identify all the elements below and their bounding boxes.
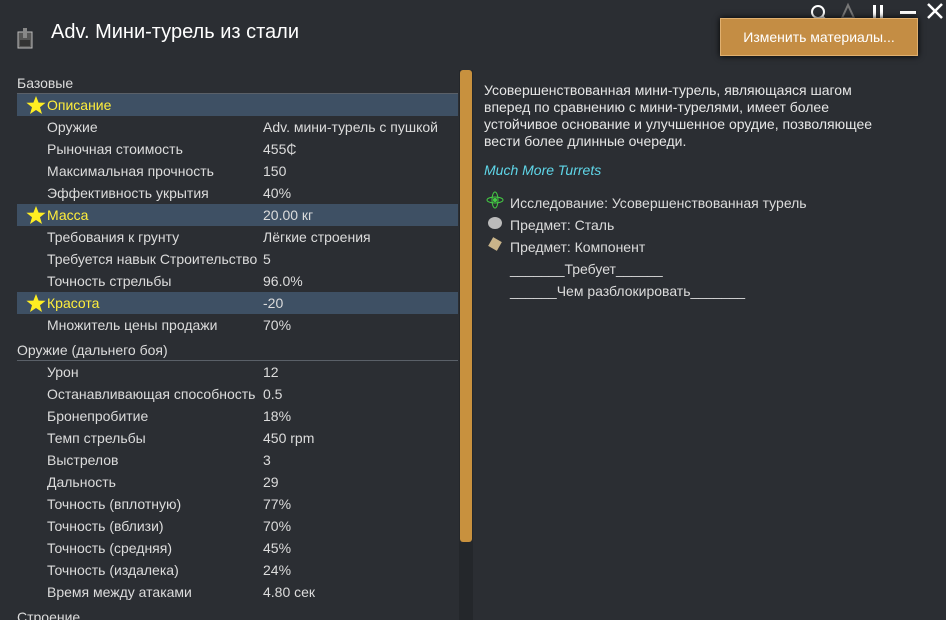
stat-label: Рыночная стоимость bbox=[47, 141, 183, 157]
stat-label: Точность (средняя) bbox=[47, 540, 172, 556]
stat-label: Темп стрельбы bbox=[47, 430, 146, 446]
section-header: Строение bbox=[17, 606, 458, 620]
link-icon bbox=[486, 235, 504, 259]
stat-label: Точность (вблизи) bbox=[47, 518, 164, 534]
stat-row[interactable]: Оружие Adv. мини-турель с пушкой bbox=[17, 116, 458, 138]
stat-row[interactable]: Точность (вплотную) 77% bbox=[17, 493, 458, 515]
section-header: Базовые bbox=[17, 72, 458, 94]
stat-label: Требования к грунту bbox=[47, 229, 180, 245]
stat-row[interactable]: Темп стрельбы 450 rpm bbox=[17, 427, 458, 449]
stat-value: 70% bbox=[263, 518, 292, 534]
stat-value: Adv. мини-турель с пушкой bbox=[263, 119, 438, 135]
stat-row[interactable]: Точность (средняя) 45% bbox=[17, 537, 458, 559]
star bbox=[25, 95, 47, 121]
stat-label: Время между атаками bbox=[47, 584, 192, 600]
description: Усовершенствованная мини-турель, являюща… bbox=[484, 82, 873, 149]
stat-label: Масса bbox=[47, 207, 89, 223]
link-text[interactable]: Исследование: Усовершенствованная турель bbox=[510, 195, 807, 211]
scrollbar[interactable] bbox=[460, 70, 472, 542]
stat-label: Оружие bbox=[47, 119, 98, 135]
unlocks: ______Чем разблокировать_______ bbox=[510, 283, 746, 299]
link-text[interactable]: Предмет: Компонент bbox=[510, 239, 646, 255]
stat-row[interactable]: Выстрелов 3 bbox=[17, 449, 458, 471]
stat-row[interactable]: Время между атаками 4.80 сек bbox=[17, 581, 458, 603]
links: Исследование: Усовершенствованная турель… bbox=[486, 191, 807, 258]
stat-row[interactable]: Точность (издалека) 24% bbox=[17, 559, 458, 581]
stat-value: -20 bbox=[263, 295, 284, 311]
star-icon bbox=[26, 96, 46, 114]
stat-value: 40% bbox=[263, 185, 292, 201]
stat-row[interactable]: Красота -20 bbox=[17, 292, 458, 314]
stat-row[interactable]: Максимальная прочность 150 bbox=[17, 160, 458, 182]
stat-row[interactable]: Точность стрельбы 96.0% bbox=[17, 270, 458, 292]
stat-label: Требуется навык Строительство bbox=[47, 251, 258, 267]
stat-label: Дальность bbox=[47, 474, 116, 490]
stat-label: Красота bbox=[47, 295, 100, 311]
stat-value: Лёгкие строения bbox=[263, 229, 371, 245]
stat-label: Точность стрельбы bbox=[47, 273, 172, 289]
stat-value: 12 bbox=[263, 364, 279, 380]
stat-label: Описание bbox=[47, 97, 112, 113]
link-row[interactable]: Предмет: Компонент bbox=[486, 236, 807, 258]
stat-value: 24% bbox=[263, 562, 292, 578]
stat-row[interactable]: Описание bbox=[17, 94, 458, 116]
stat-row[interactable]: Требуется навык Строительство 5 bbox=[17, 248, 458, 270]
stat-value: 5 bbox=[263, 251, 271, 267]
stat-value: 77% bbox=[263, 496, 292, 512]
change-materials-button[interactable]: Изменить материалы... bbox=[720, 18, 918, 56]
stat-row[interactable]: Требования к грунту Лёгкие строения bbox=[17, 226, 458, 248]
stat-value: 3 bbox=[263, 452, 271, 468]
stat-value: 0.5 bbox=[263, 386, 283, 402]
stat-label: Выстрелов bbox=[47, 452, 119, 468]
stat-row[interactable]: Бронепробитие 18% bbox=[17, 405, 458, 427]
stat-label: Бронепробитие bbox=[47, 408, 149, 424]
stat-label: Множитель цены продажи bbox=[47, 317, 218, 333]
requirements: _______Требует______ ______Чем разблокир… bbox=[510, 258, 745, 302]
stat-row[interactable]: Останавливающая способность 0.5 bbox=[17, 383, 458, 405]
star-icon bbox=[26, 206, 46, 224]
stat-value: 450 rpm bbox=[263, 430, 315, 446]
stat-value: 45% bbox=[263, 540, 292, 556]
link-icon bbox=[486, 191, 504, 215]
star bbox=[25, 205, 47, 231]
stat-row[interactable]: Множитель цены продажи 70% bbox=[17, 314, 458, 336]
stat-value: 18% bbox=[263, 408, 292, 424]
stat-row[interactable]: Урон 12 bbox=[17, 361, 458, 383]
stat-label: Точность (издалека) bbox=[47, 562, 179, 578]
stat-row[interactable]: Дальность 29 bbox=[17, 471, 458, 493]
stat-label: Точность (вплотную) bbox=[47, 496, 182, 512]
stat-row[interactable]: Рыночная стоимость 455₵ bbox=[17, 138, 458, 160]
thing-icon bbox=[17, 28, 33, 49]
stat-label: Максимальная прочность bbox=[47, 163, 214, 179]
stat-value: 70% bbox=[263, 317, 292, 333]
stat-value: 455₵ bbox=[263, 141, 297, 157]
section-header: Оружие (дальнего боя) bbox=[17, 339, 458, 361]
stat-row[interactable]: Точность (вблизи) 70% bbox=[17, 515, 458, 537]
star-icon bbox=[26, 294, 46, 312]
stats-list: Базовые Описание Оружие Adv. мини-турель с … bbox=[17, 72, 458, 620]
stat-value: 150 bbox=[263, 163, 287, 179]
mod-name: Much More Turrets bbox=[484, 162, 602, 178]
stat-row[interactable]: Эффективность укрытия 40% bbox=[17, 182, 458, 204]
stat-value: 4.80 сек bbox=[263, 584, 316, 600]
stat-label: Эффективность укрытия bbox=[47, 185, 209, 201]
link-icon bbox=[486, 213, 504, 237]
stat-label: Урон bbox=[47, 364, 79, 380]
stat-row[interactable]: Масса 20.00 кг bbox=[17, 204, 458, 226]
required-by: _______Требует______ bbox=[510, 261, 663, 277]
link-row[interactable]: Исследование: Усовершенствованная турель bbox=[486, 191, 807, 215]
star bbox=[25, 293, 47, 319]
stat-value: 29 bbox=[263, 474, 279, 490]
stat-label: Останавливающая способность bbox=[47, 386, 256, 402]
link-row[interactable]: Предмет: Сталь bbox=[486, 214, 807, 236]
stat-value: 96.0% bbox=[263, 273, 303, 289]
link-text[interactable]: Предмет: Сталь bbox=[510, 217, 615, 233]
stat-value: 20.00 кг bbox=[263, 207, 314, 223]
title: Adv. Мини-турель из стали bbox=[51, 21, 299, 43]
